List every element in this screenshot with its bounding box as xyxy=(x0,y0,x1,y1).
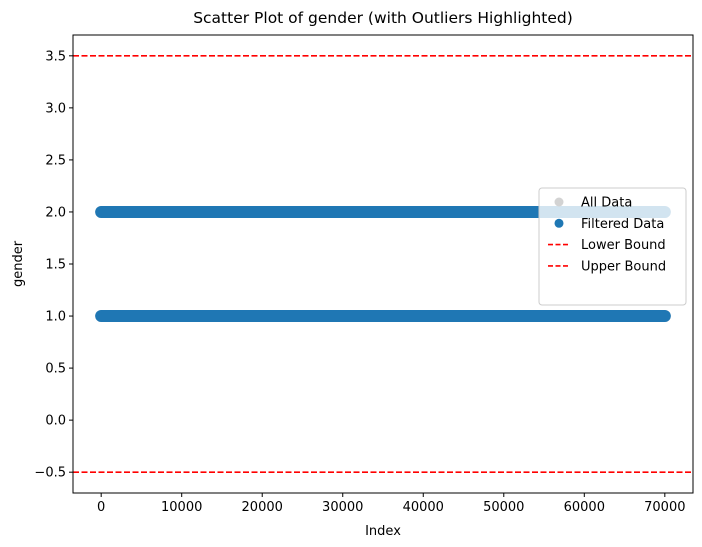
y-tick-label: 3.0 xyxy=(45,101,66,116)
legend-marker-all-data xyxy=(554,197,564,207)
legend-label-filtered-data: Filtered Data xyxy=(581,217,664,232)
legend: All Data Filtered Data Lower Bound Upper Bo… xyxy=(538,187,687,306)
legend-label-lower-bound: Lower Bound xyxy=(581,238,666,253)
y-tick-label: 1.0 xyxy=(45,310,66,325)
y-tick-label: −0.5 xyxy=(34,466,66,481)
x-tick-label: 70000 xyxy=(644,500,685,515)
y-axis-ticks: −0.5 0.0 0.5 1.0 1.5 2.0 2.5 3.0 3.5 xyxy=(34,49,73,481)
legend-label-all-data: All Data xyxy=(581,196,632,211)
y-tick-label: 0.0 xyxy=(45,414,66,429)
y-tick-label: 0.5 xyxy=(45,362,66,377)
y-axis-label: gender xyxy=(11,240,26,287)
x-tick-label: 50000 xyxy=(483,500,524,515)
x-tick-label: 30000 xyxy=(322,500,363,515)
legend-marker-filtered-data xyxy=(554,218,564,228)
x-tick-label: 60000 xyxy=(564,500,605,515)
x-axis-ticks: 0 10000 20000 30000 40000 50000 60000 70000 xyxy=(97,493,685,515)
chart-title: Scatter Plot of gender (with Outliers Hi… xyxy=(193,9,573,27)
y-tick-label: 2.5 xyxy=(45,153,66,168)
x-tick-label: 0 xyxy=(97,500,105,515)
y-tick-label: 2.0 xyxy=(45,205,66,220)
legend-box xyxy=(538,187,687,306)
x-tick-label: 10000 xyxy=(161,500,202,515)
x-axis-label: Index xyxy=(365,524,401,539)
x-tick-label: 40000 xyxy=(403,500,444,515)
plot-area xyxy=(72,34,694,494)
y-tick-label: 3.5 xyxy=(45,49,66,64)
y-tick-label: 1.5 xyxy=(45,258,66,273)
legend-label-upper-bound: Upper Bound xyxy=(581,259,666,274)
x-tick-label: 20000 xyxy=(242,500,283,515)
